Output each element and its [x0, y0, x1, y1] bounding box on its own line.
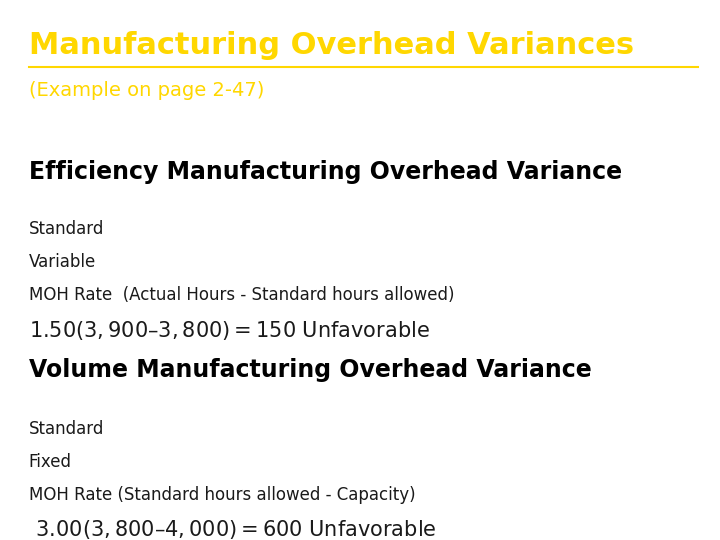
Text: Volume Manufacturing Overhead Variance: Volume Manufacturing Overhead Variance [29, 358, 592, 382]
Text: Variable: Variable [29, 253, 96, 271]
Text: $1.50   ( 3,900 – 3,800) = $150 Unfavorable: $1.50 ( 3,900 – 3,800) = $150 Unfavorabl… [29, 319, 430, 342]
Text: Standard: Standard [29, 420, 104, 438]
Text: Efficiency Manufacturing Overhead Variance: Efficiency Manufacturing Overhead Varian… [29, 160, 622, 184]
Text: Manufacturing Overhead Variances: Manufacturing Overhead Variances [29, 31, 634, 60]
Text: (Example on page 2-47): (Example on page 2-47) [29, 82, 264, 100]
Text: MOH Rate  (Actual Hours - Standard hours allowed): MOH Rate (Actual Hours - Standard hours … [29, 286, 454, 304]
Text: MOH Rate (Standard hours allowed - Capacity): MOH Rate (Standard hours allowed - Capac… [29, 485, 415, 504]
Text: Standard: Standard [29, 220, 104, 238]
Text: Fixed: Fixed [29, 453, 72, 471]
Text: $3.00   ( 3,800 – 4,000) = $600 Unfavorable: $3.00 ( 3,800 – 4,000) = $600 Unfavorabl… [29, 518, 436, 540]
